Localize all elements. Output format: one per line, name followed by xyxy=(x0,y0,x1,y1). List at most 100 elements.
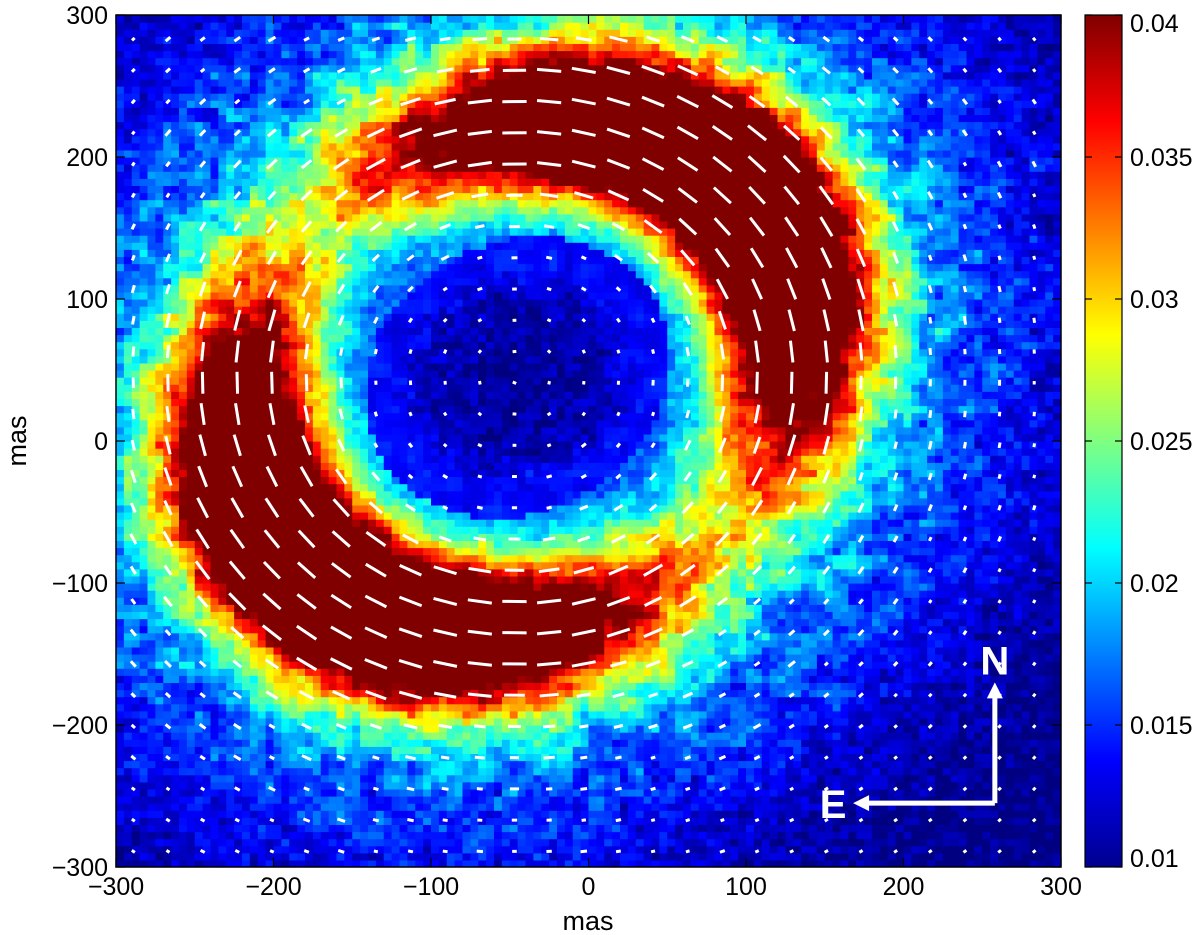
heatmap-cell xyxy=(202,128,212,137)
heatmap-cell xyxy=(249,448,259,456)
heatmap-cell xyxy=(344,824,353,833)
heatmap-cell xyxy=(344,554,353,563)
heatmap-cell xyxy=(336,57,345,66)
heatmap-cell xyxy=(391,852,401,861)
heatmap-cell xyxy=(305,291,314,300)
heatmap-cell xyxy=(368,611,377,620)
heatmap-cell xyxy=(312,604,322,612)
heatmap-cell xyxy=(265,632,275,641)
heatmap-cell xyxy=(131,583,141,591)
heatmap-cell xyxy=(257,327,267,336)
heatmap-cell xyxy=(352,490,361,499)
heatmap-cell xyxy=(360,533,369,541)
heatmap-cell xyxy=(116,753,125,762)
heatmap-cell xyxy=(123,178,133,186)
heatmap-cell xyxy=(352,604,361,612)
heatmap-cell xyxy=(226,277,235,286)
heatmap-cell xyxy=(297,682,306,691)
heatmap-cell xyxy=(431,78,440,87)
heatmap-cell xyxy=(218,661,227,669)
heatmap-cell xyxy=(116,164,125,172)
heatmap-cell xyxy=(297,306,306,314)
heatmap-cell xyxy=(163,540,172,549)
heatmap-cell xyxy=(226,412,235,421)
heatmap-cell xyxy=(202,675,212,683)
heatmap-cell xyxy=(352,419,361,428)
heatmap-cell xyxy=(407,206,416,215)
heatmap-cell xyxy=(179,277,188,286)
heatmap-cell xyxy=(242,419,251,428)
heatmap-cell xyxy=(171,725,180,733)
heatmap-cell xyxy=(383,448,393,456)
heatmap-cell xyxy=(265,540,275,549)
heatmap-cell xyxy=(202,526,212,534)
heatmap-cell xyxy=(210,732,219,740)
heatmap-cell xyxy=(179,859,188,867)
heatmap-cell xyxy=(265,476,275,485)
heatmap-cell xyxy=(123,746,133,754)
heatmap-cell xyxy=(147,717,156,726)
heatmap-cell xyxy=(281,852,290,861)
heatmap-cell xyxy=(249,114,259,123)
heatmap-cell xyxy=(194,341,204,350)
heatmap-cell xyxy=(273,171,282,179)
heatmap-cell xyxy=(360,717,369,726)
heatmap-cell xyxy=(281,469,290,478)
heatmap-cell xyxy=(123,753,133,762)
heatmap-cell xyxy=(139,512,149,520)
heatmap-cell xyxy=(249,568,259,577)
heatmap-cell xyxy=(375,86,385,94)
heatmap-cell xyxy=(407,639,416,648)
heatmap-cell xyxy=(139,114,149,123)
heatmap-cell xyxy=(375,540,385,549)
heatmap-cell xyxy=(202,341,212,350)
heatmap-cell xyxy=(179,135,188,144)
heatmap-cell xyxy=(218,682,227,691)
heatmap-cell xyxy=(368,497,377,506)
heatmap-cell xyxy=(383,270,393,279)
heatmap-cell xyxy=(375,852,385,861)
heatmap-cell xyxy=(139,299,149,307)
heatmap-cell xyxy=(415,760,424,769)
heatmap-cell xyxy=(171,370,180,378)
heatmap-cell xyxy=(375,50,385,59)
heatmap-cell xyxy=(415,405,424,414)
heatmap-cell xyxy=(210,682,219,691)
heatmap-cell xyxy=(123,235,133,243)
heatmap-cell xyxy=(202,469,212,478)
heatmap-cell xyxy=(155,256,164,265)
heatmap-cell xyxy=(210,43,219,52)
heatmap-cell xyxy=(312,334,322,343)
heatmap-cell xyxy=(218,249,227,257)
heatmap-cell xyxy=(281,334,290,343)
heatmap-cell xyxy=(131,242,141,250)
heatmap-cell xyxy=(249,100,259,108)
heatmap-cell xyxy=(399,732,408,740)
heatmap-cell xyxy=(431,384,440,392)
heatmap-cell xyxy=(312,483,322,492)
heatmap-cell xyxy=(139,327,149,336)
heatmap-cell xyxy=(249,682,259,691)
heatmap-cell xyxy=(242,774,251,783)
heatmap-cell xyxy=(375,703,385,712)
heatmap-cell xyxy=(391,810,401,818)
heatmap-cell xyxy=(265,348,275,357)
heatmap-cell xyxy=(328,810,338,818)
heatmap-cell xyxy=(218,235,227,243)
heatmap-cell xyxy=(265,852,275,861)
heatmap-cell xyxy=(423,568,432,577)
heatmap-cell xyxy=(265,15,275,23)
heatmap-cell xyxy=(234,689,243,698)
heatmap-cell xyxy=(320,739,330,747)
heatmap-cell xyxy=(186,313,196,321)
heatmap-cell xyxy=(344,192,353,201)
heatmap-cell xyxy=(383,781,393,790)
heatmap-cell xyxy=(352,540,361,549)
heatmap-cell xyxy=(139,504,149,513)
heatmap-cell xyxy=(226,228,235,236)
heatmap-cell xyxy=(281,93,290,101)
heatmap-cell xyxy=(336,114,345,123)
heatmap-cell xyxy=(257,604,267,612)
heatmap-cell xyxy=(375,611,385,620)
heatmap-cell xyxy=(226,270,235,279)
